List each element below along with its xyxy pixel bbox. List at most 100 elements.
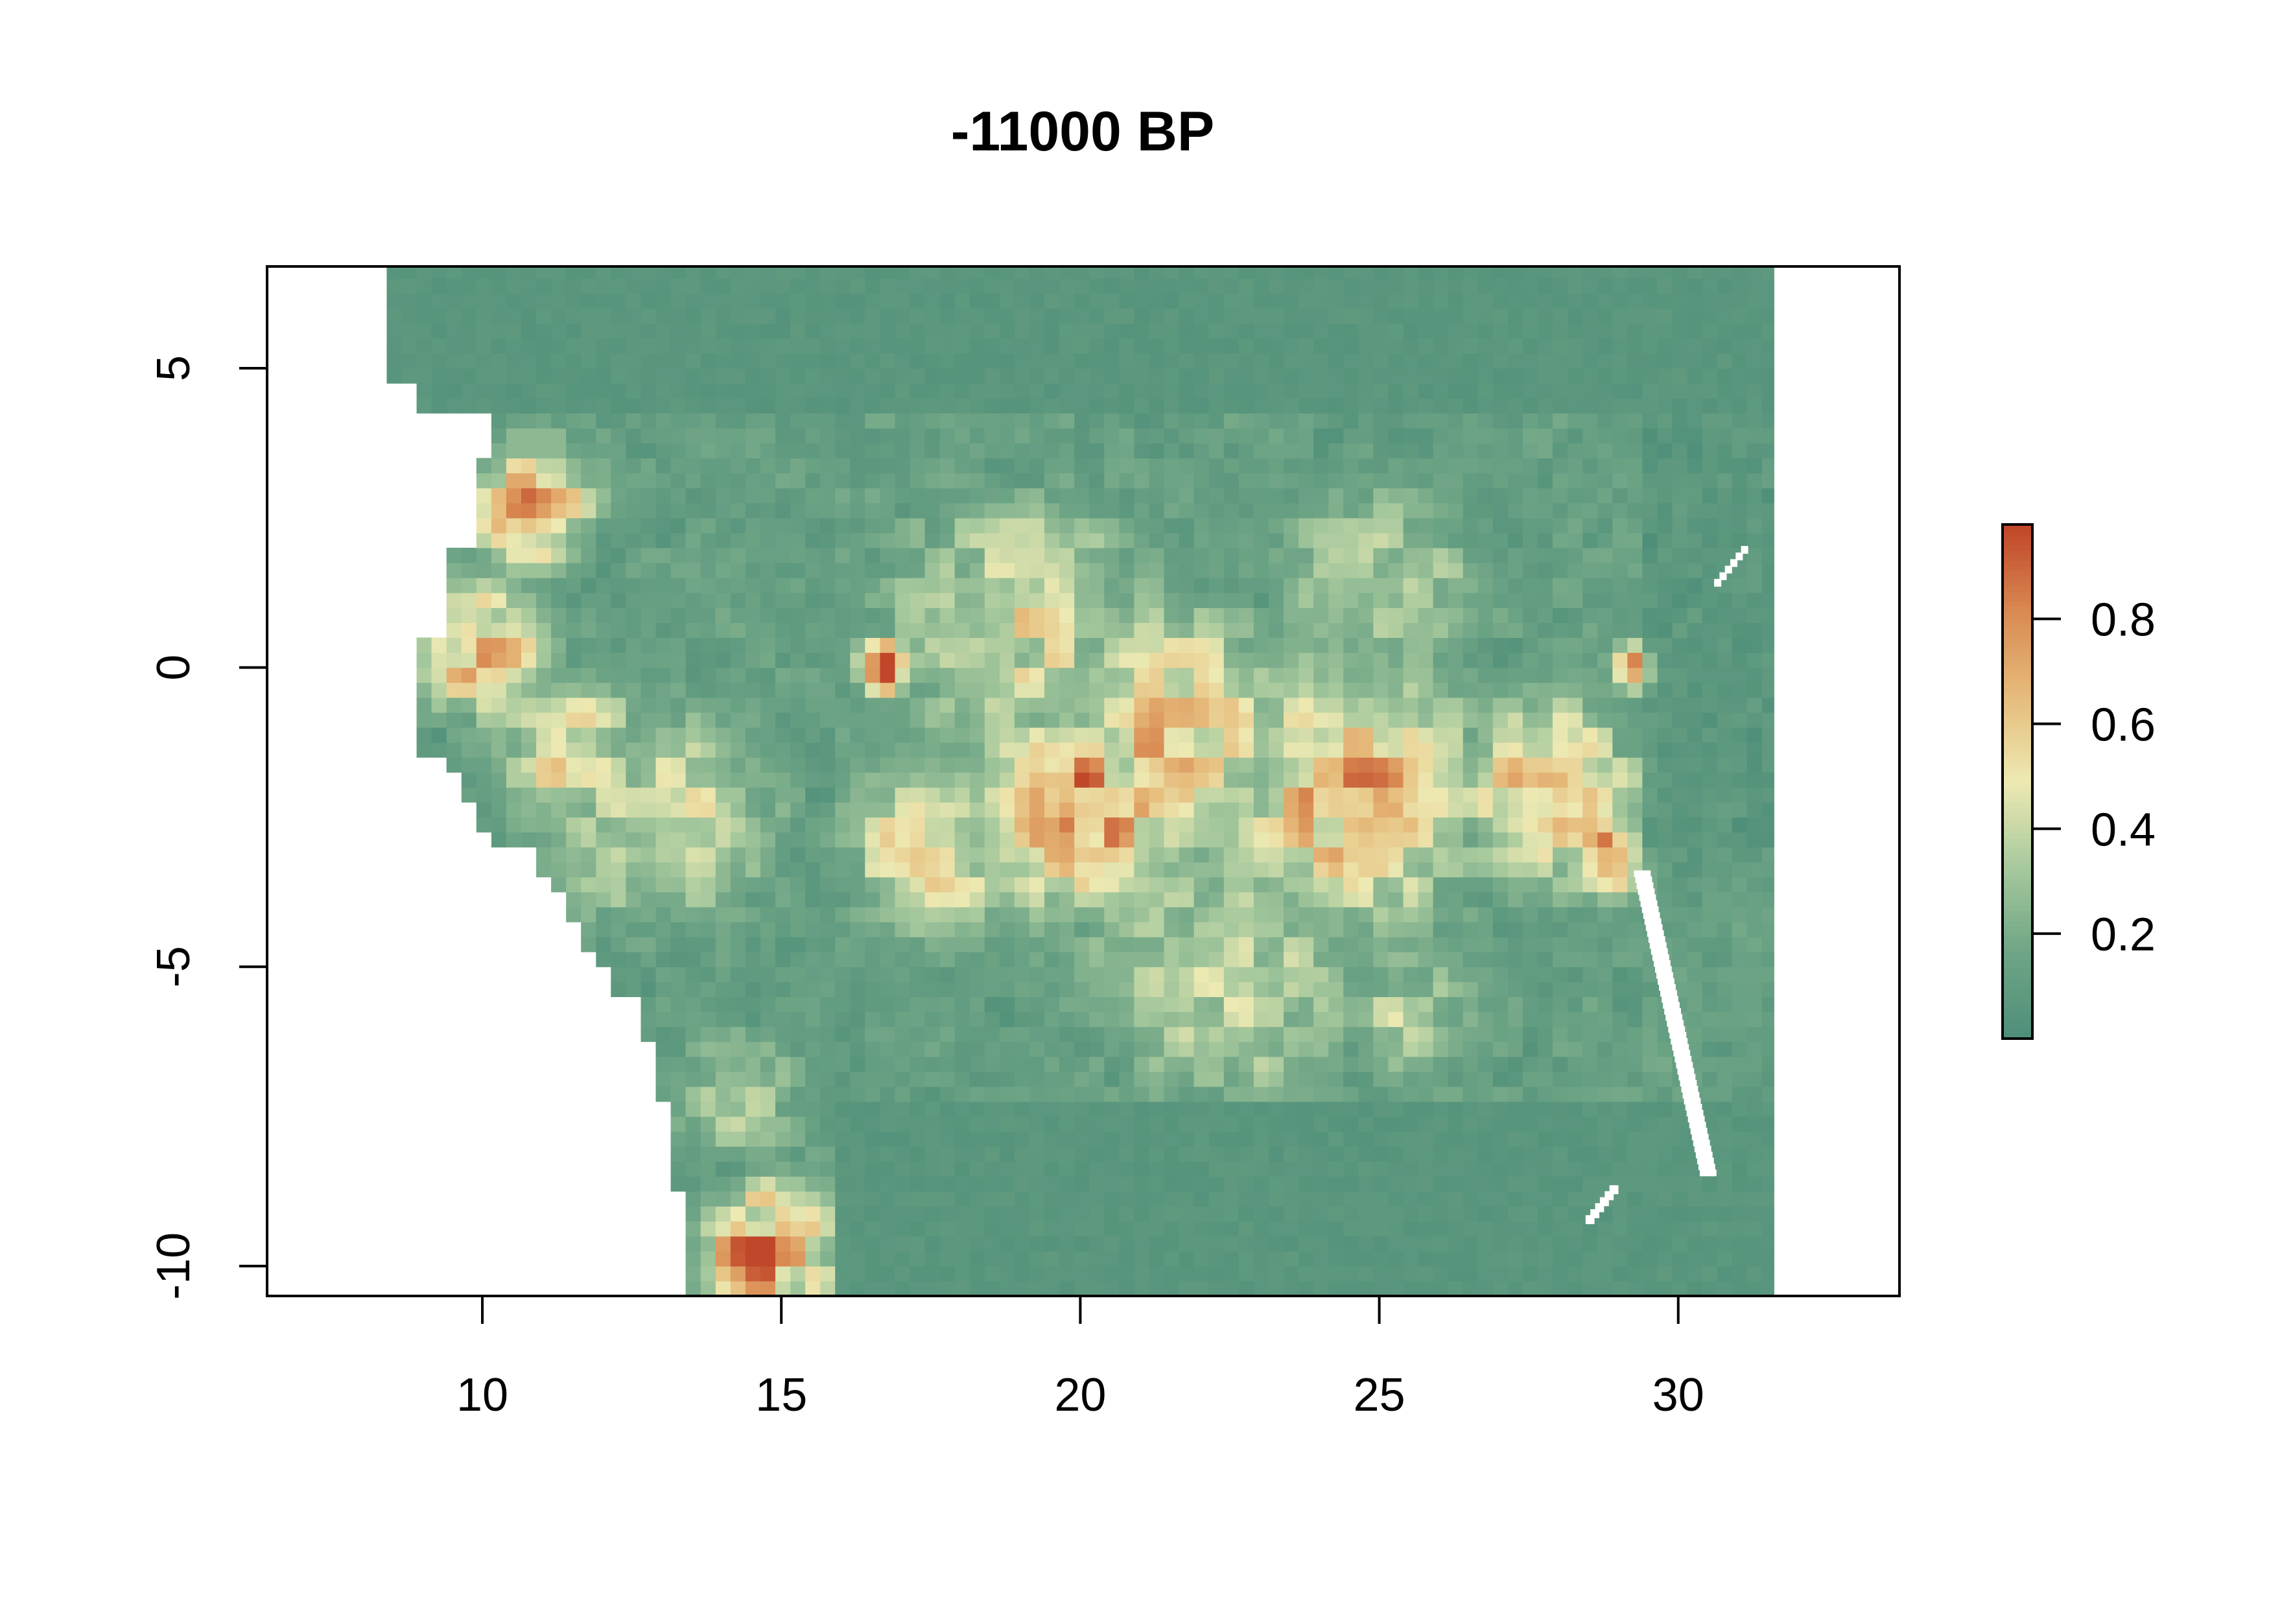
raster-cell [1268,1251,1284,1267]
raster-cell [1553,1236,1568,1252]
raster-cell [1538,1221,1553,1237]
raster-cell [1477,293,1494,309]
raster-cell [1418,1101,1434,1117]
raster-cell [1388,832,1404,848]
raster-cell [685,922,701,937]
raster-cell [1104,593,1120,608]
raster-cell [1299,1191,1314,1207]
raster-cell [1448,967,1464,982]
raster-cell [835,1086,851,1102]
raster-cell [1448,922,1464,937]
raster-cell [805,593,821,608]
raster-cell [1373,488,1389,504]
raster-cell [850,353,865,369]
raster-cell [715,308,731,324]
raster-cell [1463,502,1479,519]
raster-cell [1418,996,1434,1013]
raster-cell [835,502,851,519]
raster-cell [566,593,582,608]
raster-cell [820,1206,836,1222]
raster-cell [730,652,746,668]
raster-cell [1253,1176,1269,1192]
raster-cell [1463,787,1479,803]
raster-cell [626,266,642,279]
raster-cell [1507,323,1523,339]
raster-cell [641,323,657,339]
raster-cell [521,502,537,519]
raster-cell [1313,293,1329,309]
raster-cell [790,1026,806,1042]
raster-cell [641,697,657,713]
raster-cell [1433,563,1449,578]
raster-cell [1373,667,1389,683]
raster-cell [1268,1056,1284,1072]
raster-cell [1507,877,1523,893]
raster-cell [431,308,447,324]
raster-cell [1568,517,1583,534]
raster-cell [1328,398,1344,414]
raster-cell [1553,502,1568,519]
raster-cell [1089,637,1105,653]
raster-cell [1029,667,1045,683]
raster-cell [820,532,836,548]
raster-cell [760,368,776,384]
raster-cell [1299,473,1314,489]
raster-cell [1179,922,1195,937]
raster-cell [1477,353,1494,369]
raster-cell [775,1146,791,1162]
raster-cell [1119,353,1134,369]
raster-cell [476,772,492,788]
raster-cell [1014,982,1030,997]
raster-cell [1553,952,1568,967]
raster-cell [805,712,821,728]
raster-cell [566,578,582,593]
raster-cell [521,817,537,833]
raster-cell [1149,488,1165,504]
raster-cell [1149,652,1165,668]
raster-cell [491,398,507,414]
raster-cell [1044,802,1060,818]
raster-cell [1044,1265,1060,1282]
raster-cell [1553,563,1568,578]
raster-cell [581,398,596,414]
raster-cell [895,1265,911,1282]
raster-cell [969,922,985,937]
raster-cell [655,802,672,818]
raster-cell [581,637,596,653]
raster-cell [984,1026,1000,1042]
raster-cell [1179,293,1195,309]
raster-cell [775,862,791,878]
raster-cell [1074,1146,1090,1162]
raster-cell [805,1176,821,1192]
raster-cell [1164,937,1180,952]
raster-cell [1299,697,1314,713]
raster-cell [1433,458,1449,474]
raster-cell [984,593,1000,608]
raster-cell [1208,578,1225,593]
raster-cell [581,742,596,758]
raster-cell [1568,1056,1583,1072]
raster-cell [386,338,403,354]
raster-cell [1343,502,1359,519]
raster-cell [790,847,806,863]
raster-cell [1268,443,1284,459]
raster-cell [1538,891,1553,908]
raster-cell [1014,1116,1030,1132]
raster-cell [895,398,911,414]
raster-cell [984,727,1000,743]
raster-cell [1089,877,1105,893]
raster-cell [805,443,821,459]
raster-cell [476,473,492,489]
raster-cell [805,266,821,279]
raster-cell [1208,398,1225,414]
raster-cell [1238,817,1254,833]
raster-cell [1268,323,1284,339]
raster-cell [1029,727,1045,743]
raster-cell [1029,1221,1045,1237]
raster-cell [715,667,731,683]
raster-cell [1029,952,1045,967]
raster-cell [1582,697,1598,713]
raster-cell [1253,266,1269,279]
raster-cell [1388,817,1404,833]
raster-cell [1119,757,1134,773]
